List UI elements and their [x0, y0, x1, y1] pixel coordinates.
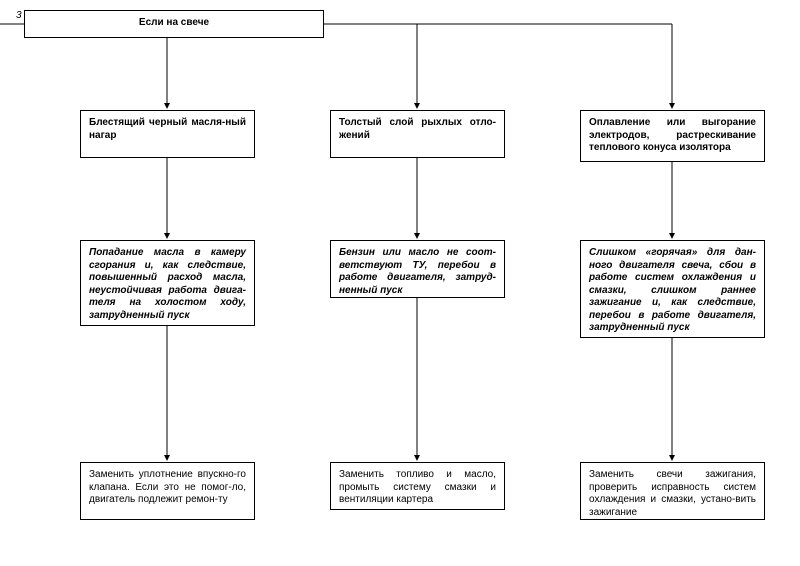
- connector-label-3: 3: [16, 10, 22, 21]
- col2-cause: Бензин или масло не соот-ветствуют ТУ, п…: [330, 240, 505, 298]
- col3-cause-text: Слишком «горячая» для дан-ного двигателя…: [589, 247, 756, 333]
- col1-cause-text: Попадание масла в камеру сгорания и, как…: [89, 247, 246, 321]
- col1-symptom: Блестящий черный масля-ный нагар: [80, 110, 255, 158]
- header-box: Если на свече: [24, 10, 324, 38]
- col2-action-text: Заменить топливо и масло, промыть систем…: [339, 469, 496, 505]
- col2-symptom: Толстый слой рыхлых отло-жений: [330, 110, 505, 158]
- col3-action-text: Заменить свечи зажигания, проверить испр…: [589, 469, 756, 518]
- col2-symptom-text: Толстый слой рыхлых отло-жений: [339, 117, 496, 141]
- col3-symptom: Оплавление или выгорание электродов, рас…: [580, 110, 765, 162]
- col1-cause: Попадание масла в камеру сгорания и, как…: [80, 240, 255, 326]
- col3-cause: Слишком «горячая» для дан-ного двигателя…: [580, 240, 765, 338]
- col3-symptom-text: Оплавление или выгорание электродов, рас…: [589, 117, 756, 153]
- col2-cause-text: Бензин или масло не соот-ветствуют ТУ, п…: [339, 247, 496, 296]
- col3-action: Заменить свечи зажигания, проверить испр…: [580, 462, 765, 520]
- col1-symptom-text: Блестящий черный масля-ный нагар: [89, 117, 246, 141]
- col1-action-text: Заменить уплотнение впускно-го клапана. …: [89, 469, 246, 505]
- header-text: Если на свече: [139, 17, 209, 28]
- flowchart-canvas: 3 Если на свече Блестящий черный масля-н…: [0, 0, 800, 566]
- col2-action: Заменить топливо и масло, промыть систем…: [330, 462, 505, 510]
- col1-action: Заменить уплотнение впускно-го клапана. …: [80, 462, 255, 520]
